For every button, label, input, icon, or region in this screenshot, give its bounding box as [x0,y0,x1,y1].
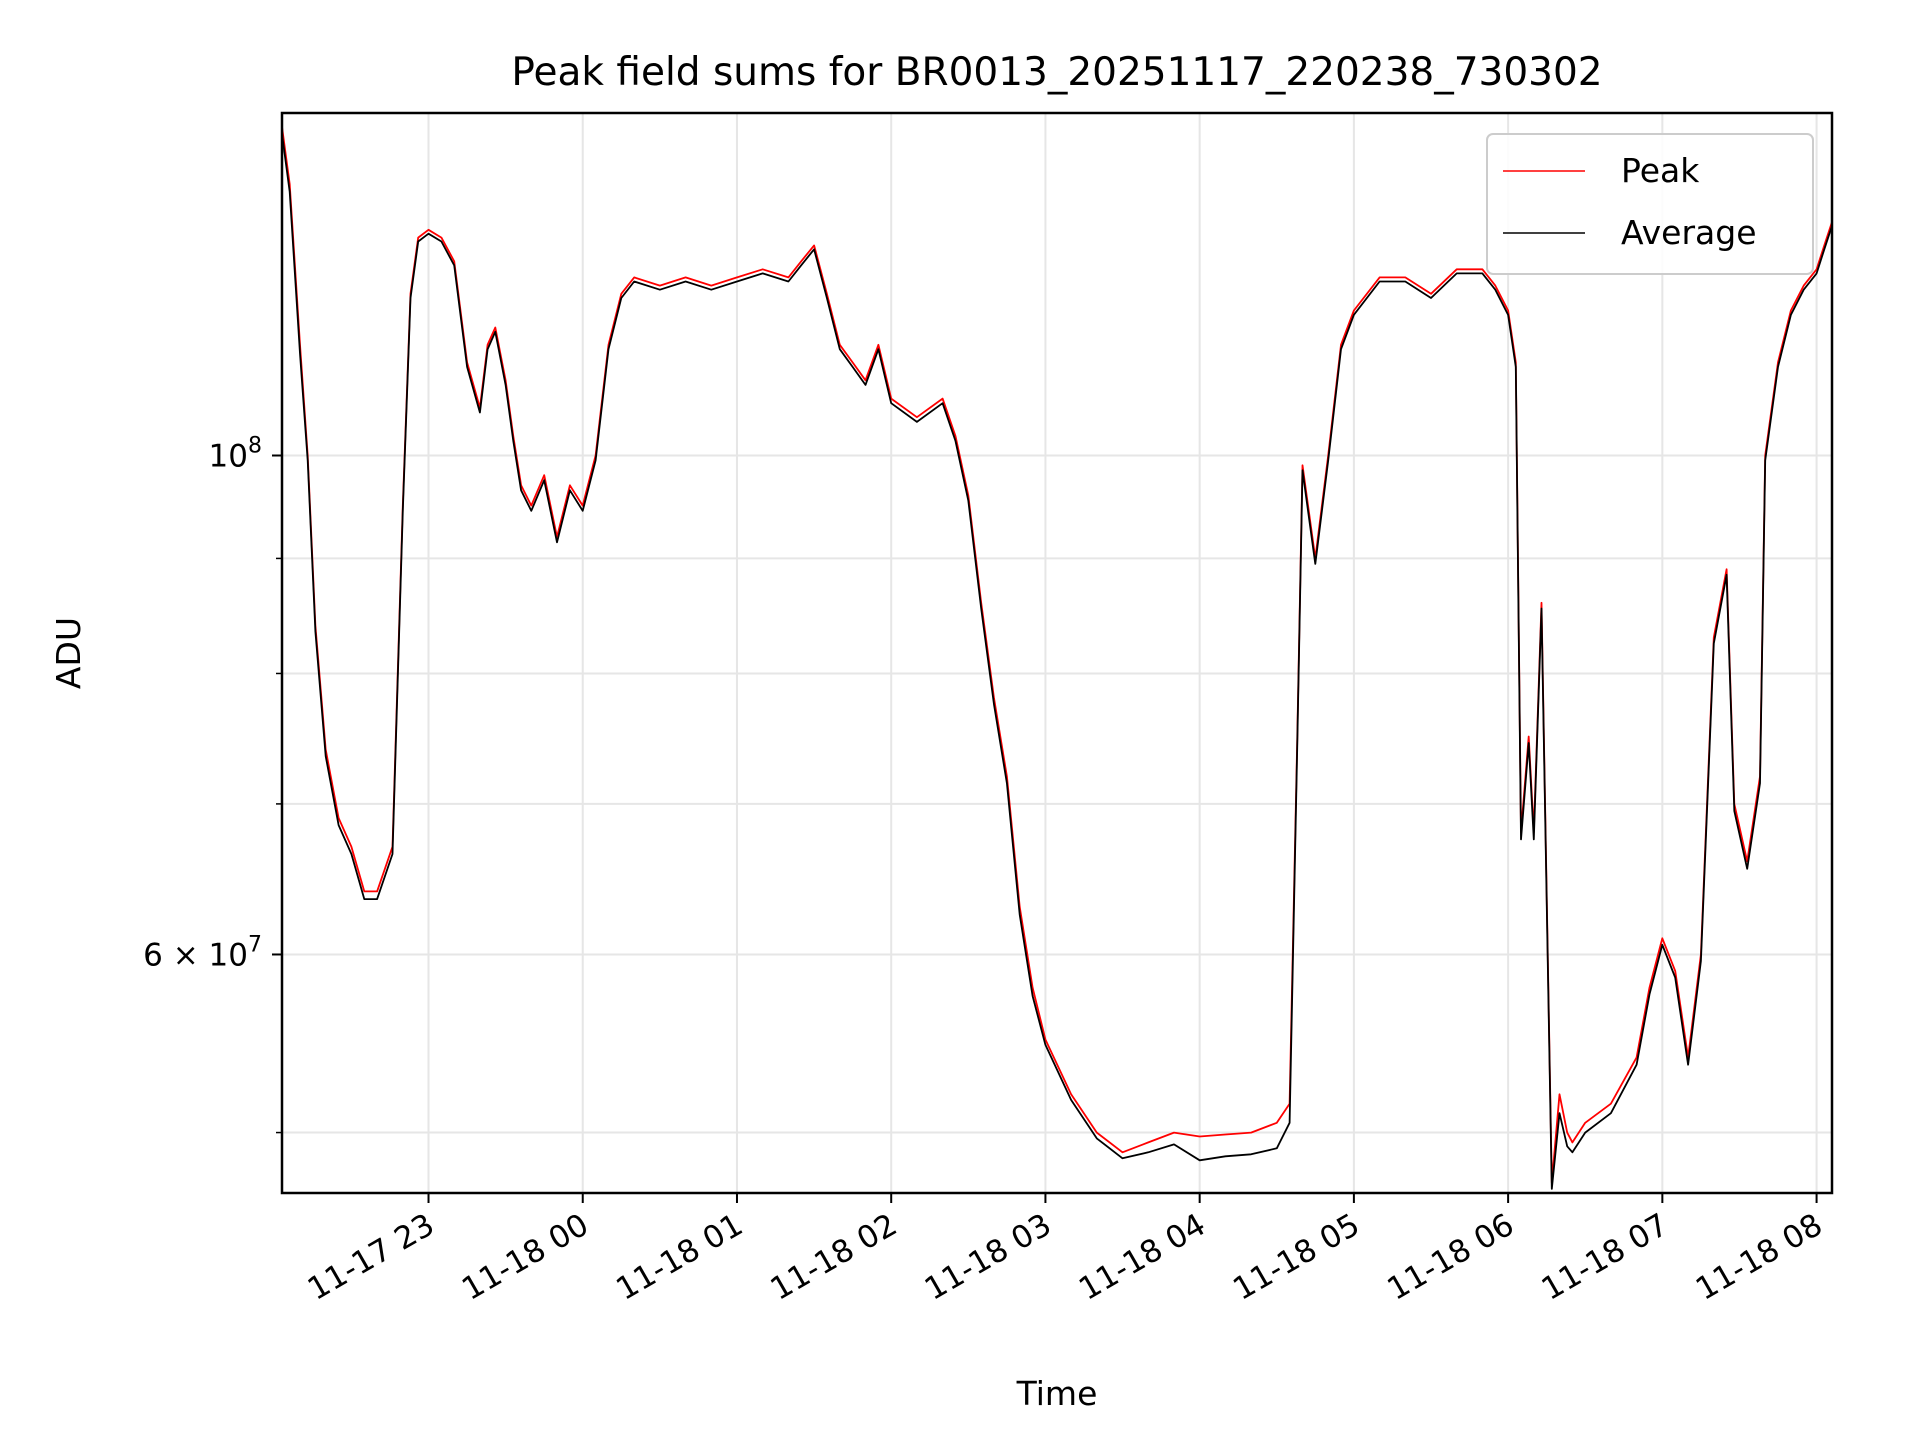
y-tick-label: 6 × 107 [143,932,262,973]
x-tick-label: 11-18 01 [610,1207,749,1308]
legend-box [1486,133,1814,275]
x-tick-label: 11-18 06 [1381,1207,1520,1308]
x-tick-label: 11-18 02 [764,1207,903,1308]
x-tick-label: 11-18 05 [1227,1207,1366,1308]
legend: Peak Average [1486,133,1814,275]
x-tick-label: 11-18 04 [1073,1207,1212,1308]
x-axis-label: Time [1016,1374,1098,1413]
plot-area-frame [280,111,1834,1195]
plot-series [281,126,1833,1190]
legend-label-average: Average [1621,213,1757,252]
x-tick-label: 11-18 07 [1536,1207,1675,1308]
legend-label-peak: Peak [1621,151,1700,190]
y-axis-ticks: 108 6 × 107 [143,434,282,1134]
series-line-average [281,133,1833,1190]
y-tick-label: 108 [209,434,262,475]
grid [282,113,1832,1193]
x-tick-label: 11-18 08 [1690,1207,1829,1308]
x-tick-label: 11-17 23 [302,1207,441,1308]
y-axis-label: ADU [49,617,88,689]
x-axis-ticks: 11-17 23 11-18 00 11-18 01 11-18 02 11-18 03… [302,1193,1829,1308]
x-tick-label: 11-18 03 [919,1207,1058,1308]
series-line-peak [281,126,1833,1184]
x-tick-label: 11-18 00 [456,1207,595,1308]
chart-title: Peak field sums for BR0013_20251117_2202… [511,50,1602,95]
